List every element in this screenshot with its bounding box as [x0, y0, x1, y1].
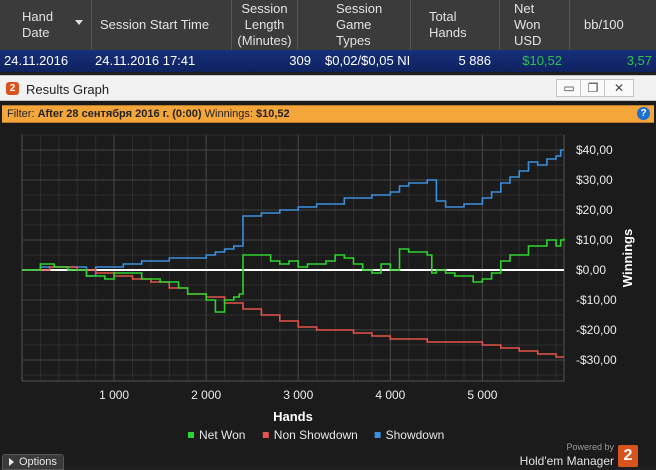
- session-table-header: Hand Date Session Start Time Session Len…: [0, 0, 656, 50]
- column-header-bb100[interactable]: bb/100: [570, 0, 656, 50]
- y-tick-label: $40,00: [576, 143, 613, 157]
- cell-total-hands: 5 886: [458, 53, 491, 68]
- powered-by-text: Powered by: [566, 442, 614, 452]
- brand-name: Hold'em Manager: [519, 454, 614, 468]
- y-tick-label: $20,00: [576, 203, 613, 217]
- y-tick-label: -$20,00: [576, 323, 617, 337]
- window-title: Results Graph: [26, 82, 110, 97]
- legend-swatch-showdown: [374, 432, 381, 438]
- y-axis-title: Winnings: [620, 229, 635, 287]
- cell-session-start: 24.11.2016 17:41: [95, 53, 196, 68]
- x-tick-label: 1 000: [99, 388, 129, 402]
- cell-game-types: $0,02/$0,05 NI: [325, 53, 409, 68]
- restore-icon: ❐: [587, 81, 599, 95]
- x-tick-label: 4 000: [375, 388, 405, 402]
- legend-swatch-net-won: [188, 432, 194, 438]
- close-icon: ✕: [613, 81, 625, 95]
- session-row[interactable]: 24.11.2016 24.11.2016 17:41 309 $0,02/$0…: [0, 50, 656, 72]
- filter-label: Filter:: [7, 108, 35, 120]
- winnings-value: $10,52: [256, 108, 290, 120]
- results-graph-window: 2 Results Graph ▭ ❐ ✕ Filter: After 28 с…: [0, 75, 656, 470]
- expand-arrow-icon: [9, 458, 14, 467]
- help-icon[interactable]: ?: [637, 107, 650, 120]
- series-line-net-won: [22, 238, 565, 313]
- minimize-icon: ▭: [563, 81, 575, 95]
- net-won-header-label: Net Won USD: [514, 1, 542, 48]
- x-tick-label: 5 000: [467, 388, 497, 402]
- legend-swatch-non-showdown: [262, 432, 269, 438]
- x-axis-title: Hands: [273, 409, 313, 424]
- y-tick-label: $10,00: [576, 233, 613, 247]
- series-line-showdown: [22, 149, 564, 277]
- x-tick-label: 3 000: [283, 388, 313, 402]
- column-header-session-start[interactable]: Session Start Time: [92, 0, 232, 50]
- total-hands-header-label: Total Hands: [429, 9, 467, 40]
- hm2-logo: 2: [618, 445, 638, 467]
- column-header-game-types[interactable]: Session Game Types: [298, 0, 411, 50]
- close-button[interactable]: ✕: [604, 79, 634, 97]
- filter-value: After 28 сентября 2016 г. (0:00): [37, 108, 202, 120]
- hm2-app-icon: 2: [6, 82, 19, 95]
- options-label: Options: [19, 456, 57, 468]
- column-header-total-hands[interactable]: Total Hands: [411, 0, 500, 50]
- winnings-label: Winnings:: [204, 108, 253, 120]
- legend-label-non-showdown: Non Showdown: [274, 428, 358, 442]
- results-chart: 1 000 2 000 3 000 4 000 5 000 $40,00 $30,00 $20…: [21, 134, 635, 442]
- cell-net-won: $10,52: [522, 53, 562, 68]
- minimize-button[interactable]: ▭: [556, 79, 582, 97]
- cell-hand-date: 24.11.2016: [4, 53, 69, 68]
- options-button[interactable]: Options: [2, 454, 64, 470]
- sort-descending-icon[interactable]: [75, 20, 83, 25]
- session-length-header-label: Session Length (Minutes): [237, 1, 292, 48]
- restore-button[interactable]: ❐: [580, 79, 606, 97]
- legend-label-net-won: Net Won: [199, 428, 245, 442]
- filter-bar: Filter: After 28 сентября 2016 г. (0:00)…: [2, 105, 654, 123]
- y-tick-label: $0,00: [576, 263, 606, 277]
- column-header-net-won[interactable]: Net Won USD: [500, 0, 570, 50]
- window-titlebar[interactable]: 2 Results Graph ▭ ❐ ✕: [0, 75, 656, 101]
- y-tick-label: -$10,00: [576, 293, 617, 307]
- legend-label-showdown: Showdown: [386, 428, 445, 442]
- cell-session-length: 309: [289, 53, 311, 68]
- column-header-hand-date[interactable]: Hand Date: [0, 0, 92, 50]
- x-tick-label: 2 000: [191, 388, 221, 402]
- game-types-header-label: Session Game Types: [336, 1, 383, 48]
- bb100-header-label: bb/100: [584, 17, 624, 32]
- hand-date-header-label: Hand Date: [22, 9, 54, 40]
- cell-bb100: 3,57: [626, 53, 652, 68]
- column-header-session-length[interactable]: Session Length (Minutes): [232, 0, 298, 50]
- y-tick-label: -$30,00: [576, 353, 617, 367]
- session-start-header-label: Session Start Time: [100, 17, 210, 32]
- y-tick-label: $30,00: [576, 173, 613, 187]
- series-line-non-showdown: [22, 266, 564, 358]
- plot-area: [21, 134, 565, 382]
